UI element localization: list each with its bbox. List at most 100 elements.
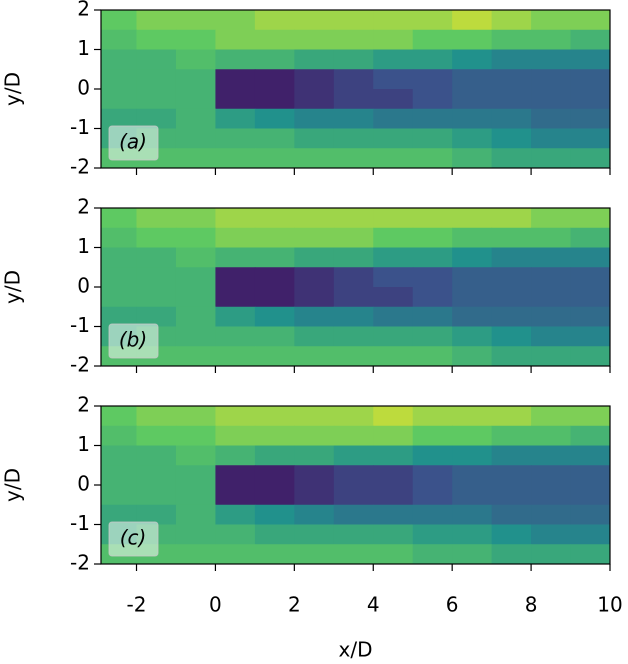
cell xyxy=(531,108,572,129)
cell xyxy=(373,227,414,248)
cell xyxy=(136,49,177,70)
cell xyxy=(254,128,295,149)
cell xyxy=(570,287,610,308)
cell xyxy=(175,10,216,31)
y-tick-label: -1 xyxy=(70,511,90,535)
x-tick-label: 2 xyxy=(288,593,301,617)
cell xyxy=(333,49,374,70)
cell xyxy=(215,425,256,446)
cell xyxy=(333,524,374,545)
cell xyxy=(101,406,138,427)
cell xyxy=(175,267,216,288)
cell xyxy=(531,89,572,110)
cell xyxy=(412,208,453,229)
cell xyxy=(373,287,414,308)
cell xyxy=(373,10,414,31)
cell xyxy=(254,485,295,506)
cell xyxy=(570,346,610,366)
panel-label: (b) xyxy=(119,328,147,352)
cell xyxy=(175,524,216,545)
cell xyxy=(491,346,532,366)
cell xyxy=(175,227,216,248)
cell xyxy=(491,148,532,168)
cell xyxy=(175,306,216,327)
cell xyxy=(215,346,256,366)
cell xyxy=(452,425,493,446)
cell xyxy=(101,425,138,446)
cell xyxy=(254,69,295,90)
cell xyxy=(136,287,177,308)
cell xyxy=(531,267,572,288)
cell xyxy=(333,465,374,486)
y-tick-label: -2 xyxy=(70,155,90,179)
cell xyxy=(531,128,572,149)
cell xyxy=(570,69,610,90)
cell xyxy=(373,504,414,525)
cell xyxy=(215,227,256,248)
cell xyxy=(175,208,216,229)
y-tick-label: 1 xyxy=(77,36,90,60)
cell xyxy=(452,445,493,466)
cell xyxy=(215,267,256,288)
cell xyxy=(452,247,493,268)
cell xyxy=(333,544,374,564)
cell xyxy=(294,10,335,31)
cell xyxy=(531,29,572,50)
cell xyxy=(294,29,335,50)
cell xyxy=(452,49,493,70)
cell xyxy=(294,445,335,466)
cell xyxy=(101,208,138,229)
cell xyxy=(101,247,138,268)
cell xyxy=(175,108,216,129)
cell xyxy=(333,306,374,327)
cell xyxy=(101,49,138,70)
cell xyxy=(412,128,453,149)
cell xyxy=(215,445,256,466)
cell xyxy=(333,504,374,525)
cell xyxy=(452,485,493,506)
cell xyxy=(333,247,374,268)
cell xyxy=(294,504,335,525)
cell xyxy=(412,227,453,248)
cell xyxy=(452,306,493,327)
cell xyxy=(175,465,216,486)
cell xyxy=(254,346,295,366)
cell xyxy=(215,89,256,110)
y-tick-label: -2 xyxy=(70,551,90,575)
cell xyxy=(294,326,335,347)
cell xyxy=(101,267,138,288)
cell xyxy=(412,445,453,466)
cell xyxy=(452,148,493,168)
cell xyxy=(412,29,453,50)
heatmap xyxy=(101,208,610,366)
cell xyxy=(175,544,216,564)
cell xyxy=(254,247,295,268)
cell xyxy=(570,29,610,50)
cell xyxy=(175,29,216,50)
cell xyxy=(491,425,532,446)
cell xyxy=(491,326,532,347)
panel-label: (a) xyxy=(119,130,147,154)
cell xyxy=(294,247,335,268)
cell xyxy=(175,485,216,506)
cell xyxy=(373,544,414,564)
cell xyxy=(215,208,256,229)
x-tick-label: 0 xyxy=(209,593,222,617)
cell xyxy=(294,49,335,70)
cell xyxy=(452,128,493,149)
cell xyxy=(412,504,453,525)
cell xyxy=(136,445,177,466)
cell xyxy=(254,544,295,564)
cell xyxy=(452,208,493,229)
cell xyxy=(373,326,414,347)
cell xyxy=(570,49,610,70)
cell xyxy=(452,89,493,110)
cell xyxy=(373,465,414,486)
cell xyxy=(333,346,374,366)
heatmap xyxy=(101,10,610,168)
cell xyxy=(254,306,295,327)
panel-label: (c) xyxy=(120,526,147,550)
cell xyxy=(254,148,295,168)
cell xyxy=(412,425,453,446)
